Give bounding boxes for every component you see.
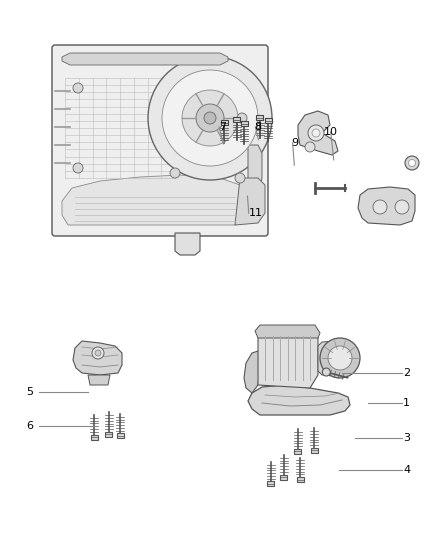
Circle shape	[312, 129, 320, 137]
Circle shape	[237, 113, 247, 123]
Polygon shape	[248, 385, 350, 415]
Bar	[297, 477, 304, 482]
Bar	[256, 115, 263, 120]
Polygon shape	[175, 233, 200, 255]
Circle shape	[196, 104, 224, 132]
Bar	[105, 432, 112, 437]
Polygon shape	[235, 178, 265, 225]
Polygon shape	[358, 187, 415, 225]
Circle shape	[409, 159, 416, 166]
Text: 6: 6	[26, 422, 33, 431]
Circle shape	[322, 368, 330, 376]
Bar	[311, 448, 318, 453]
Text: 9: 9	[291, 138, 298, 148]
Polygon shape	[258, 333, 318, 388]
Polygon shape	[73, 341, 122, 375]
Text: 11: 11	[249, 208, 263, 218]
Circle shape	[148, 56, 272, 180]
Polygon shape	[88, 375, 110, 385]
Text: 4: 4	[403, 465, 410, 475]
Text: 1: 1	[403, 399, 410, 408]
Circle shape	[92, 347, 104, 359]
Bar	[280, 474, 287, 480]
Polygon shape	[62, 175, 248, 225]
Polygon shape	[318, 341, 346, 376]
Circle shape	[395, 200, 409, 214]
Bar	[267, 481, 274, 487]
Polygon shape	[62, 53, 228, 65]
Circle shape	[162, 70, 258, 166]
Circle shape	[73, 83, 83, 93]
Circle shape	[373, 200, 387, 214]
Circle shape	[308, 125, 324, 141]
Circle shape	[328, 346, 352, 370]
Circle shape	[320, 338, 360, 378]
Text: 5: 5	[26, 387, 33, 397]
Polygon shape	[298, 111, 338, 155]
Circle shape	[73, 163, 83, 173]
Circle shape	[170, 168, 180, 178]
Bar	[91, 434, 98, 440]
Circle shape	[405, 156, 419, 170]
Bar	[233, 117, 240, 122]
Circle shape	[95, 350, 101, 356]
Text: 8: 8	[254, 122, 261, 132]
Polygon shape	[244, 351, 262, 393]
FancyBboxPatch shape	[52, 45, 268, 236]
Bar	[294, 449, 301, 454]
Polygon shape	[255, 325, 320, 338]
Circle shape	[235, 173, 245, 183]
Polygon shape	[248, 145, 262, 188]
Text: 3: 3	[403, 433, 410, 443]
Bar	[221, 120, 228, 125]
Text: 2: 2	[403, 368, 410, 378]
Circle shape	[305, 142, 315, 152]
Bar	[117, 433, 124, 439]
Text: 10: 10	[324, 127, 338, 137]
Circle shape	[204, 112, 216, 124]
Text: 7: 7	[219, 122, 226, 132]
Circle shape	[182, 90, 238, 146]
Bar	[265, 118, 272, 123]
Bar	[241, 122, 248, 126]
